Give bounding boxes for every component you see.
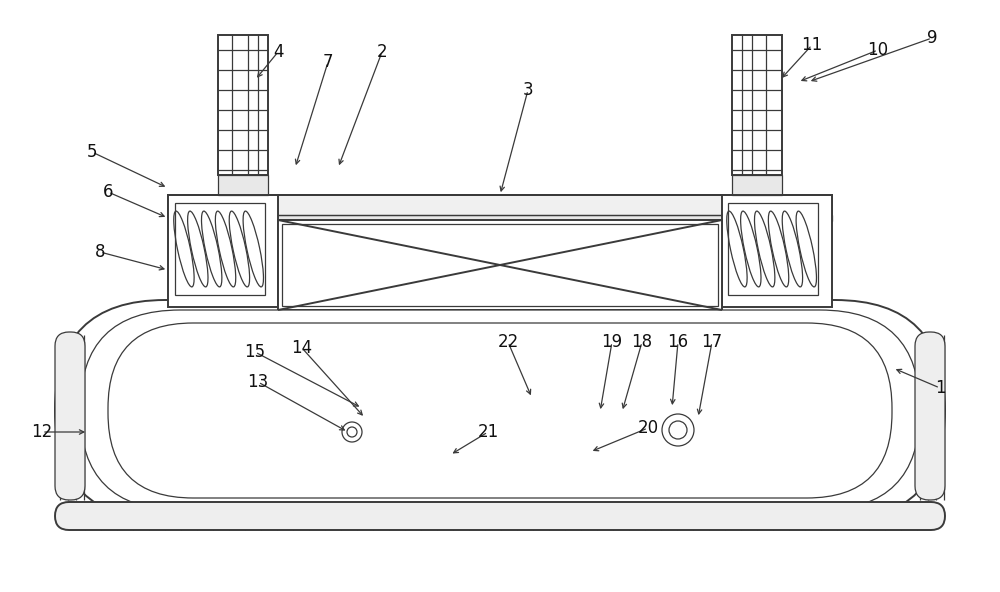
Text: 19: 19 bbox=[601, 333, 623, 351]
FancyBboxPatch shape bbox=[108, 323, 892, 498]
Bar bbox=[175, 203, 265, 295]
Bar bbox=[674, 438, 682, 488]
Circle shape bbox=[662, 414, 694, 446]
Text: 16: 16 bbox=[667, 333, 689, 351]
Text: 20: 20 bbox=[637, 419, 659, 437]
FancyBboxPatch shape bbox=[80, 310, 920, 510]
Text: 9: 9 bbox=[927, 29, 937, 47]
FancyArrowPatch shape bbox=[415, 394, 430, 410]
Bar bbox=[728, 203, 818, 295]
Text: 10: 10 bbox=[867, 41, 889, 59]
Bar bbox=[732, 35, 782, 175]
Bar bbox=[722, 195, 832, 307]
FancyBboxPatch shape bbox=[55, 300, 945, 520]
Text: 8: 8 bbox=[95, 243, 105, 261]
Text: 6: 6 bbox=[103, 183, 113, 201]
Text: 12: 12 bbox=[31, 423, 53, 441]
Text: 1: 1 bbox=[935, 379, 945, 397]
Polygon shape bbox=[565, 392, 593, 408]
Polygon shape bbox=[387, 392, 415, 408]
Text: 22: 22 bbox=[497, 333, 519, 351]
Bar bbox=[345, 420, 710, 438]
Circle shape bbox=[342, 422, 362, 442]
Bar bbox=[282, 224, 718, 306]
Bar bbox=[732, 175, 782, 195]
FancyBboxPatch shape bbox=[55, 332, 85, 500]
FancyBboxPatch shape bbox=[55, 502, 945, 530]
Circle shape bbox=[347, 427, 357, 437]
Bar bbox=[278, 220, 722, 310]
Text: 15: 15 bbox=[244, 343, 266, 361]
Text: 13: 13 bbox=[247, 373, 269, 391]
Text: 3: 3 bbox=[523, 81, 533, 99]
Bar bbox=[409, 420, 421, 480]
Bar bbox=[168, 195, 278, 307]
Bar bbox=[559, 420, 571, 480]
FancyBboxPatch shape bbox=[915, 332, 945, 500]
Bar bbox=[340, 503, 660, 521]
Text: 4: 4 bbox=[273, 43, 283, 61]
Text: 14: 14 bbox=[291, 339, 313, 357]
Text: 17: 17 bbox=[701, 333, 723, 351]
Bar bbox=[218, 35, 268, 175]
Polygon shape bbox=[537, 392, 565, 408]
Bar bbox=[168, 215, 832, 221]
Text: 5: 5 bbox=[87, 143, 97, 161]
Text: 7: 7 bbox=[323, 53, 333, 71]
Bar bbox=[218, 175, 268, 195]
Text: 21: 21 bbox=[477, 423, 499, 441]
Circle shape bbox=[669, 421, 687, 439]
Text: 18: 18 bbox=[631, 333, 653, 351]
Bar bbox=[168, 195, 832, 217]
Text: 2: 2 bbox=[377, 43, 387, 61]
FancyArrowPatch shape bbox=[400, 394, 415, 410]
Polygon shape bbox=[415, 392, 443, 408]
Text: 11: 11 bbox=[801, 36, 823, 54]
